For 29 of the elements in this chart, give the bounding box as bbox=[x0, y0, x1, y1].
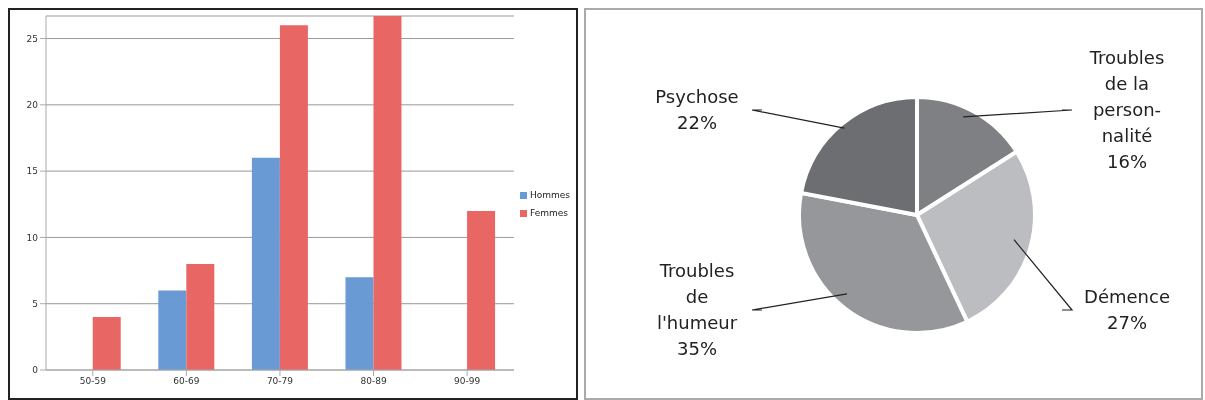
bar bbox=[158, 290, 187, 370]
x-tick-label: 80-89 bbox=[360, 376, 387, 387]
data-label: 16% bbox=[1106, 151, 1148, 172]
y-tick-label: 20 bbox=[26, 100, 39, 111]
x-tick-label: 50-59 bbox=[79, 376, 107, 387]
data-label: 22% bbox=[676, 112, 718, 133]
y-tick-label: 25 bbox=[26, 33, 38, 44]
x-tick-label: 60-69 bbox=[173, 376, 200, 387]
y-tick-label: 15 bbox=[26, 166, 38, 177]
y-tick-label: 5 bbox=[32, 298, 38, 309]
bar bbox=[345, 277, 374, 370]
slice-label: Troubles de la person- nalité bbox=[1088, 47, 1165, 146]
bar bbox=[373, 16, 402, 370]
y-tick-label: 0 bbox=[32, 365, 39, 376]
bar bbox=[279, 25, 308, 370]
y-tick-label: 10 bbox=[26, 232, 39, 243]
bar bbox=[186, 263, 215, 370]
legend-label: Hommes bbox=[529, 190, 570, 200]
slice-label: Psychose bbox=[655, 86, 739, 107]
slice-label: Troubles de l'humeur bbox=[656, 260, 738, 333]
x-tick-label: 90-99 bbox=[454, 376, 481, 387]
data-label: 35% bbox=[676, 338, 718, 359]
bar bbox=[92, 316, 121, 370]
x-tick-label: 70-79 bbox=[266, 376, 294, 387]
legend-label: Femmes bbox=[529, 208, 568, 218]
bar bbox=[467, 210, 496, 370]
slice-label: Démence bbox=[1084, 286, 1170, 307]
data-label: 27% bbox=[1106, 312, 1148, 333]
bar bbox=[251, 157, 280, 370]
